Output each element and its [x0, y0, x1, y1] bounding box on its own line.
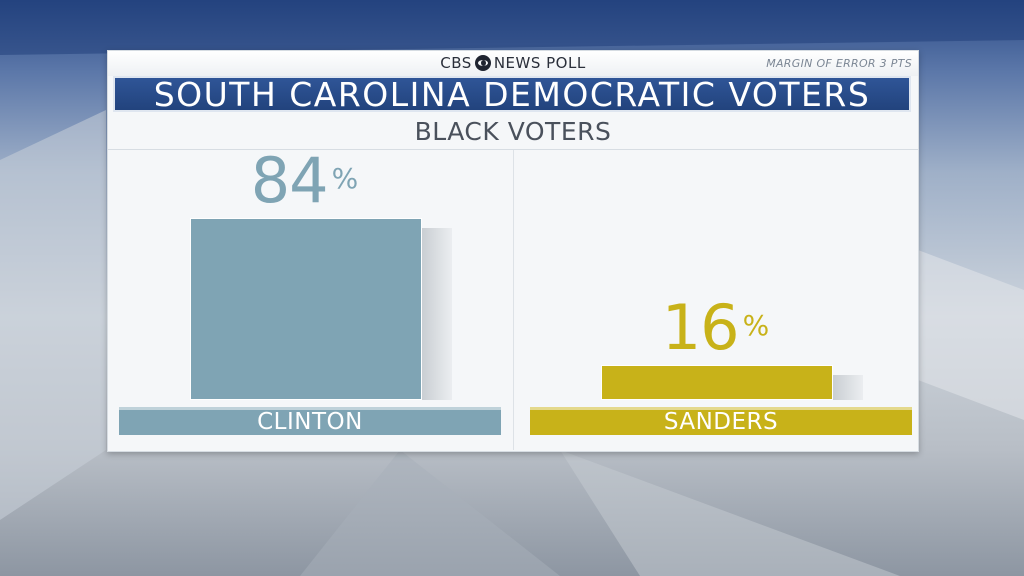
panel-divider [513, 150, 514, 450]
value-number: 84 [250, 144, 329, 217]
chart-subtitle: BLACK VOTERS [414, 117, 612, 146]
subtitle-row: BLACK VOTERS [108, 115, 918, 150]
value-label-clinton: 84% [194, 150, 414, 212]
percent-sign: % [742, 309, 770, 342]
cbs-news-poll-brand: CBS NEWS POLL [108, 54, 918, 72]
margin-of-error: MARGIN OF ERROR 3 PTS [766, 57, 912, 70]
chart-title: SOUTH CAROLINA DEMOCRATIC VOTERS [153, 75, 871, 114]
cbs-eye-icon [474, 55, 491, 71]
header-row: CBS NEWS POLL MARGIN OF ERROR 3 PTS [108, 51, 918, 76]
value-number: 16 [661, 291, 740, 364]
poll-card: CBS NEWS POLL MARGIN OF ERROR 3 PTS SOUTH… [107, 50, 919, 452]
title-bar: SOUTH CAROLINA DEMOCRATIC VOTERS [113, 76, 911, 112]
brand-right: NEWS POLL [493, 54, 586, 72]
bar-sanders [601, 365, 833, 400]
brand-left: CBS [440, 54, 472, 72]
category-label-clinton: CLINTON [119, 407, 501, 435]
bar-shadow-clinton [422, 228, 452, 400]
bar-shadow-sanders [833, 375, 863, 400]
bar-clinton [190, 218, 422, 400]
percent-sign: % [331, 162, 359, 195]
value-label-sanders: 16% [605, 297, 825, 359]
category-label-sanders: SANDERS [530, 407, 912, 435]
